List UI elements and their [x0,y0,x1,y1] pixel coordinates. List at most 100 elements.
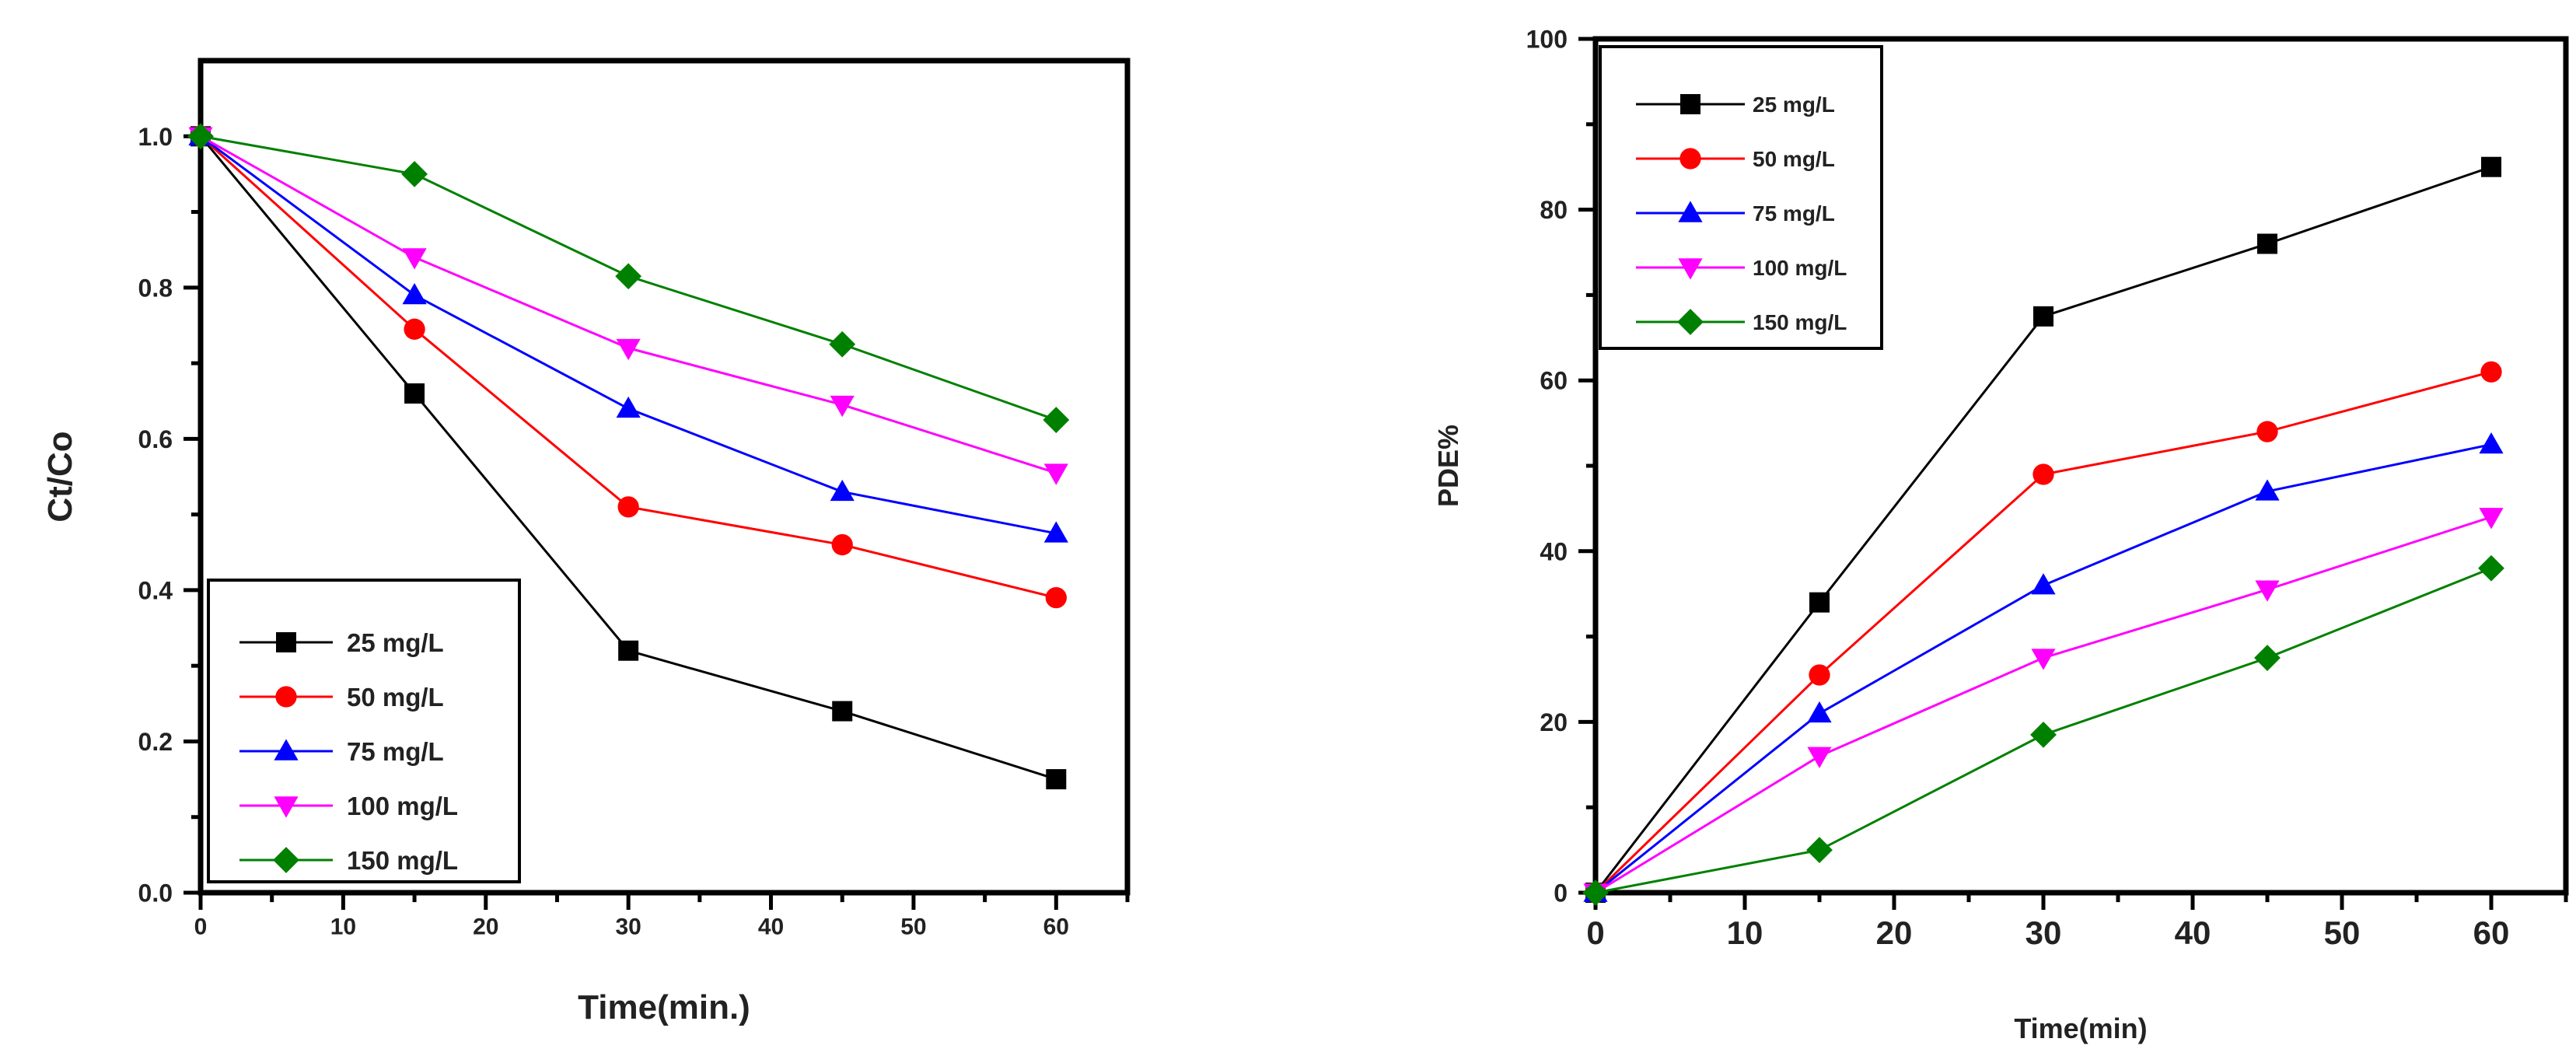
chart-ct-co: 0 10 20 30 40 50 60 0.0 0.2 0.4 0.6 0.8 1.0 Time(min.… [41,58,1131,1026]
data-point [2256,421,2278,442]
y-tick-label: 0 [1554,879,1568,907]
data-point [1046,769,1067,790]
data-point [2032,463,2054,485]
legend-marker [1678,258,1703,280]
y-axis-label: PDE% [1432,425,1464,507]
data-point [2255,580,2280,602]
data-point [2254,645,2281,671]
data-point [1807,701,1832,723]
legend-label: 100 mg/L [347,792,458,820]
x-tick-label: 40 [2175,914,2211,951]
data-point [2478,554,2504,582]
x-axis-label: Time(min.) [578,988,750,1026]
data-point [832,701,853,722]
legend-marker [1680,94,1700,114]
legend-box [207,579,521,883]
series-line [200,135,1057,535]
data-point [1043,407,1070,433]
legend-marker [1678,201,1703,222]
legend-label: 25 mg/L [1753,93,1835,117]
x-tick-label: 30 [615,914,641,940]
data-point [1807,747,1832,768]
y-tick-label: 60 [1540,367,1568,395]
plot-frame [197,58,1131,896]
data-point [1043,463,1068,485]
legend-label: 25 mg/L [347,628,444,657]
y-tick-label: 100 [1526,26,1568,54]
data-point [615,263,642,290]
series-150-mg-l [1582,554,2504,906]
x-tick-label: 10 [1727,914,1763,951]
legend-marker [274,796,299,818]
data-point [1043,521,1068,543]
legend-label: 100 mg/L [1753,256,1847,280]
legend: 25 mg/L 50 mg/L 75 mg/L 100 mg/L 150 mg/L [207,579,521,883]
data-point [2479,432,2504,454]
series-line [199,135,1057,600]
data-point [2255,479,2280,501]
y-tick-label: 1.0 [138,123,173,151]
data-point [2030,721,2057,748]
data-point [830,479,855,502]
legend-label: 75 mg/L [1753,201,1835,226]
y-tick-label: 0.4 [138,576,173,604]
x-tick-label: 50 [2324,914,2361,951]
data-point [618,640,639,661]
data-point [2031,649,2056,670]
data-point [401,161,428,187]
legend-marker [274,739,299,761]
legend-box [1599,45,1883,350]
series-150-mg-l [187,123,1070,433]
x-tick-label: 20 [473,914,498,940]
y-tick-label: 40 [1540,537,1568,565]
legend-label: 50 mg/L [347,683,444,712]
series-line [200,135,1057,474]
data-point [1809,592,1830,613]
x-tick-label: 30 [2025,914,2062,951]
y-tick-label: 80 [1540,196,1568,224]
y-tick-label: 0.8 [138,274,173,302]
legend-marker [275,686,297,708]
legend-label: 150 mg/L [1753,310,1847,334]
x-tick-label: 20 [1876,914,1913,951]
series-100-mg-l [1583,508,2504,905]
x-tick-label: 50 [900,914,926,940]
legend-marker [273,847,299,873]
x-tick-label: 40 [758,914,784,940]
data-point [2031,573,2056,595]
data-point [2481,156,2501,177]
data-point [2033,306,2053,327]
x-axis-label: Time(min) [2014,1012,2147,1044]
legend-marker [276,632,296,652]
legend: 25 mg/L 50 mg/L 75 mg/L 100 mg/L 150 mg/L [1599,45,1883,350]
data-point [831,533,853,556]
data-point [1809,664,1830,686]
data-point [2257,233,2277,254]
x-tick-label: 10 [330,914,356,940]
legend-label: 150 mg/L [347,846,458,875]
y-tick-label: 20 [1540,708,1568,736]
x-tick-label: 60 [1043,914,1069,940]
data-point [1582,879,1609,906]
data-point [1045,586,1067,609]
data-point [830,395,855,418]
y-tick-label: 0.6 [138,425,173,453]
data-point [2480,361,2502,383]
data-point [829,330,856,358]
y-axis-label: Ct/Co [41,431,79,522]
data-point [1806,837,1833,863]
data-point [404,318,425,340]
data-point [616,338,641,361]
data-point [617,496,639,518]
legend-marker [1679,148,1701,170]
data-point [404,383,425,404]
y-tick-label: 0.0 [138,879,173,907]
legend-marker [1677,309,1704,335]
series-line [1594,370,2492,894]
y-tick-label: 0.2 [138,728,173,756]
x-tick-label: 60 [2473,914,2510,951]
series-100-mg-l [188,127,1068,485]
series-50-mg-l [1585,361,2502,904]
data-point [187,123,214,150]
